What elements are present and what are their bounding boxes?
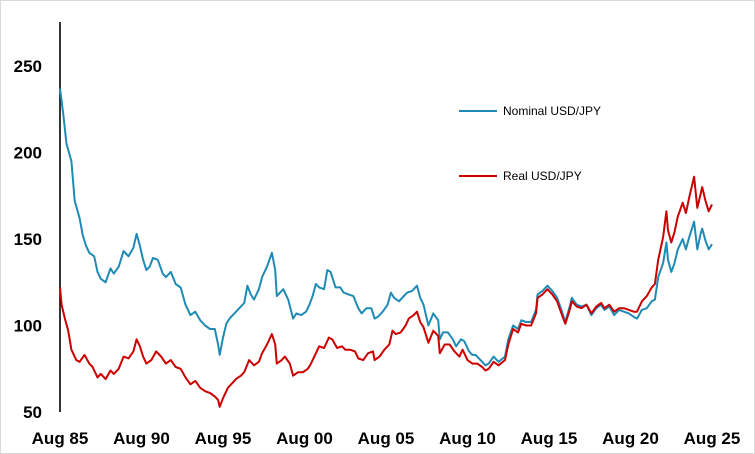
y-tick-label: 150 <box>14 230 42 249</box>
y-tick-label: 250 <box>14 57 42 76</box>
x-tick-label: Aug 95 <box>195 429 252 448</box>
y-axis: 50 100 150 200 250 <box>14 22 61 422</box>
legend-label: Real USD/JPY <box>503 169 582 183</box>
legend: Nominal USD/JPY Real USD/JPY <box>459 104 601 183</box>
x-tick-label: Aug 85 <box>32 429 89 448</box>
x-tick-label: Aug 90 <box>113 429 170 448</box>
series-lines <box>59 88 713 408</box>
x-tick-label: Aug 25 <box>684 429 741 448</box>
x-tick-label: Aug 05 <box>358 429 415 448</box>
x-tick-label: Aug 15 <box>521 429 578 448</box>
series-line-real <box>59 175 713 408</box>
legend-label: Nominal USD/JPY <box>503 104 601 118</box>
x-tick-label: Aug 00 <box>276 429 333 448</box>
x-axis: Aug 85 Aug 90 Aug 95 Aug 00 Aug 05 Aug 10 Aug … <box>32 429 741 448</box>
series-line-nominal <box>59 88 713 367</box>
y-tick-label: 200 <box>14 144 42 163</box>
y-tick-label: 100 <box>14 317 42 336</box>
x-tick-label: Aug 20 <box>602 429 659 448</box>
x-tick-label: Aug 10 <box>439 429 496 448</box>
y-tick-label: 50 <box>23 403 42 422</box>
